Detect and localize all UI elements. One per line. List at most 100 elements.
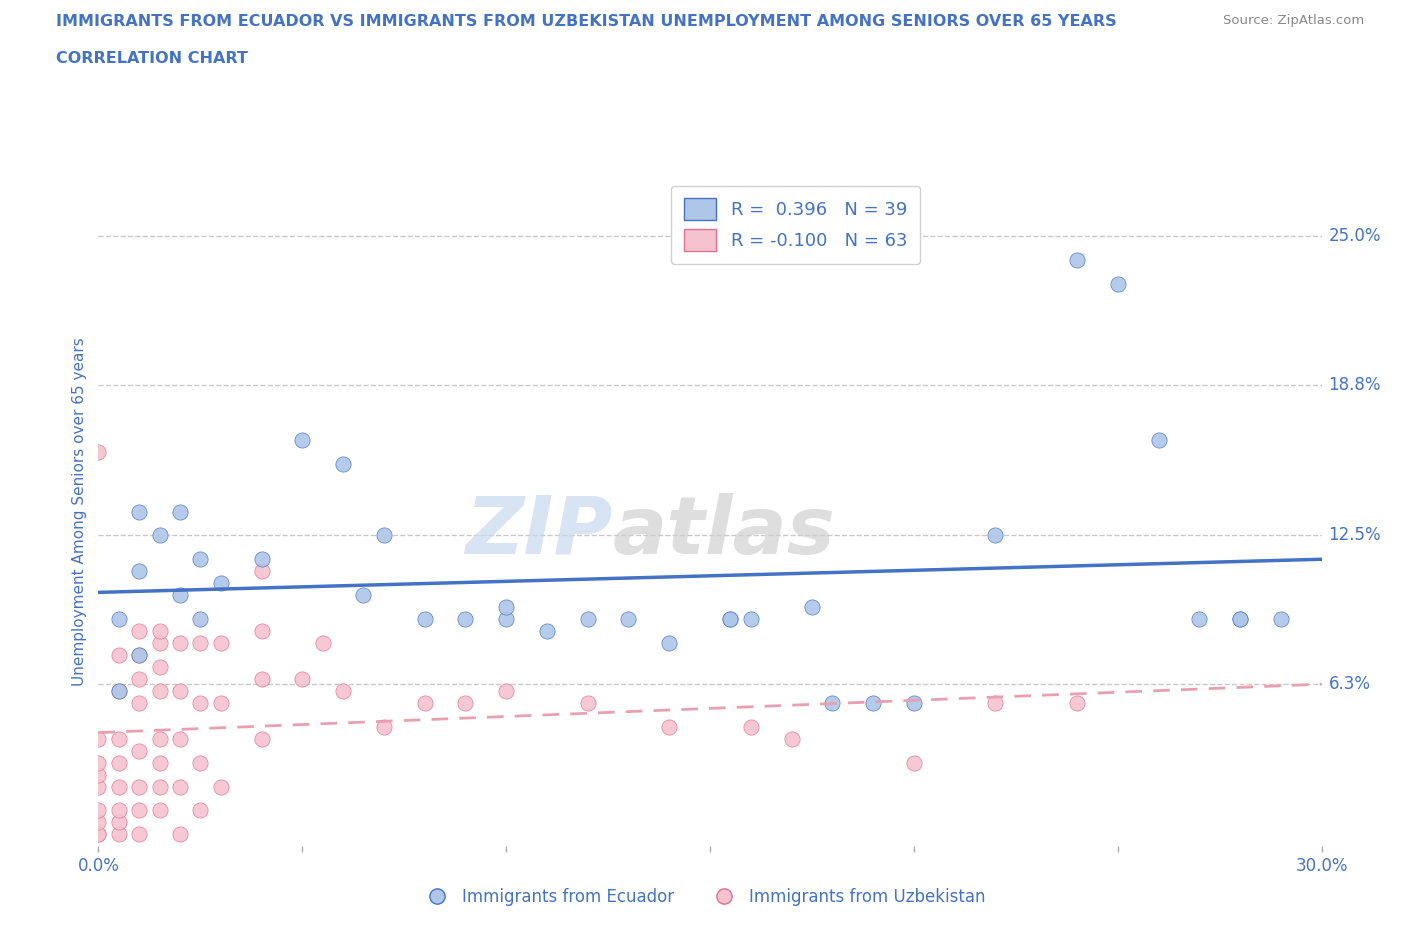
Point (718, 612, 742, 627)
Point (87, 803, 110, 817)
Point (108, 803, 131, 817)
Point (903, 755, 925, 770)
Point (149, 684, 172, 698)
Point (149, 731, 172, 746)
Point (413, 696, 436, 711)
Point (903, 696, 925, 711)
Point (149, 803, 172, 817)
Text: Source: ZipAtlas.com: Source: ZipAtlas.com (1223, 14, 1364, 27)
Point (780, 731, 803, 746)
Point (108, 815, 131, 830)
Text: CORRELATION CHART: CORRELATION CHART (56, 51, 247, 66)
Point (250, 671, 273, 686)
Point (1147, 432, 1170, 447)
Point (169, 684, 191, 698)
Point (332, 684, 354, 698)
Text: IMMIGRANTS FROM ECUADOR VS IMMIGRANTS FROM UZBEKISTAN UNEMPLOYMENT AMONG SENIORS: IMMIGRANTS FROM ECUADOR VS IMMIGRANTS FR… (56, 14, 1116, 29)
Point (209, 635, 232, 650)
Point (108, 755, 131, 770)
Point (536, 624, 558, 639)
Point (188, 755, 212, 770)
Point (128, 564, 150, 578)
Point (209, 696, 232, 711)
Point (658, 719, 681, 734)
Point (1229, 612, 1251, 627)
Text: 6.3%: 6.3% (1329, 674, 1371, 693)
Point (658, 635, 681, 650)
Legend: R =  0.396   N = 39, R = -0.100   N = 63: R = 0.396 N = 39, R = -0.100 N = 63 (671, 186, 920, 264)
Point (617, 612, 640, 627)
Point (188, 551, 212, 566)
Text: 18.8%: 18.8% (1329, 376, 1381, 393)
Point (149, 779, 172, 794)
Point (149, 755, 172, 770)
Point (291, 671, 314, 686)
Point (495, 684, 517, 698)
Point (128, 743, 150, 758)
Point (169, 588, 191, 603)
Point (149, 624, 172, 639)
Point (169, 827, 191, 842)
Point (209, 576, 232, 591)
Point (862, 696, 884, 711)
Point (108, 827, 131, 842)
Point (1188, 612, 1211, 627)
Point (169, 635, 191, 650)
Point (576, 612, 599, 627)
Point (1107, 277, 1129, 292)
Point (250, 551, 273, 566)
Point (128, 624, 150, 639)
Point (108, 647, 131, 662)
Point (454, 696, 477, 711)
Legend: Immigrants from Ecuador, Immigrants from Uzbekistan: Immigrants from Ecuador, Immigrants from… (413, 881, 993, 912)
Point (718, 612, 742, 627)
Point (1066, 696, 1088, 711)
Point (108, 612, 131, 627)
Point (740, 612, 762, 627)
Point (250, 731, 273, 746)
Text: ZIP: ZIP (465, 493, 612, 571)
Y-axis label: Unemployment Among Seniors over 65 years: Unemployment Among Seniors over 65 years (72, 338, 87, 686)
Point (149, 635, 172, 650)
Text: 12.5%: 12.5% (1329, 526, 1381, 544)
Point (740, 719, 762, 734)
Point (87, 755, 110, 770)
Point (250, 564, 273, 578)
Point (984, 696, 1007, 711)
Point (332, 457, 354, 472)
Point (312, 635, 335, 650)
Point (128, 696, 150, 711)
Point (373, 719, 395, 734)
Text: atlas: atlas (612, 493, 835, 571)
Point (128, 647, 150, 662)
Point (128, 504, 150, 519)
Point (495, 600, 517, 615)
Point (87, 767, 110, 782)
Point (128, 827, 150, 842)
Point (87, 827, 110, 842)
Point (87, 779, 110, 794)
Point (169, 504, 191, 519)
Point (801, 600, 824, 615)
Point (209, 779, 232, 794)
Point (373, 528, 395, 543)
Point (87, 445, 110, 459)
Point (495, 612, 517, 627)
Point (352, 588, 374, 603)
Point (821, 696, 844, 711)
Point (1229, 612, 1251, 627)
Point (87, 827, 110, 842)
Point (250, 624, 273, 639)
Point (984, 528, 1007, 543)
Point (149, 528, 172, 543)
Point (169, 779, 191, 794)
Point (1066, 253, 1088, 268)
Text: 25.0%: 25.0% (1329, 228, 1381, 246)
Point (128, 803, 150, 817)
Point (108, 684, 131, 698)
Point (188, 612, 212, 627)
Point (108, 779, 131, 794)
Point (149, 659, 172, 674)
Point (188, 635, 212, 650)
Point (169, 731, 191, 746)
